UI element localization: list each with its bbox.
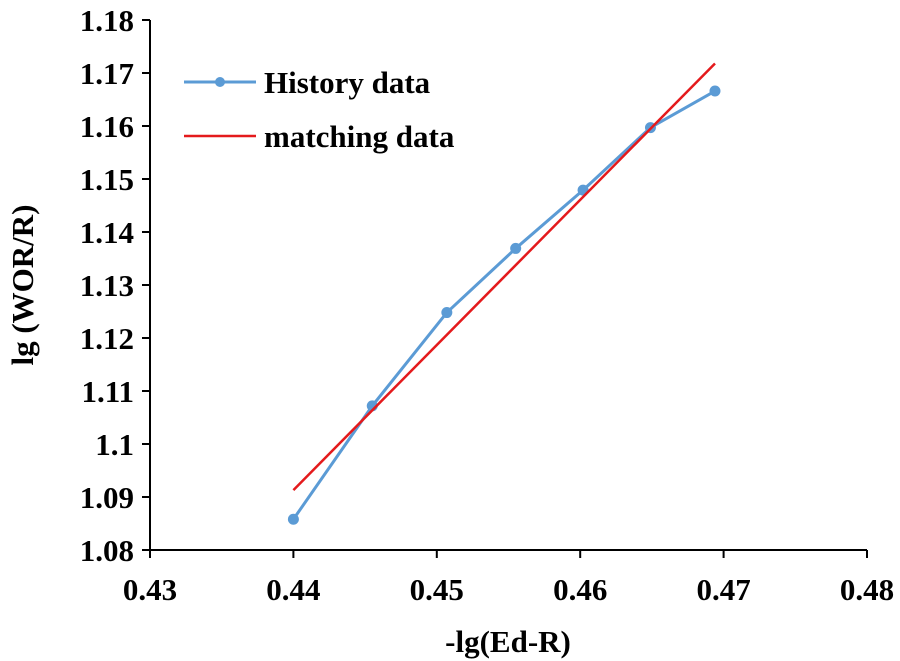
x-tick-label: 0.45 [410,572,464,607]
legend-history-label: History data [264,65,431,100]
x-axis-title: -lg(Ed-R) [445,624,571,659]
legend: History data matching data [184,65,455,154]
y-tick-label: 1.14 [80,215,134,250]
y-axis-title: lg (WOR/R) [5,204,40,365]
y-ticks: 1.08 1.09 1.1 1.11 1.12 1.13 1.14 1.15 1.16 1.17 1… [80,3,150,568]
history-data-point [441,307,453,319]
y-tick-label: 1.15 [80,162,134,197]
axes [149,20,867,551]
legend-history-marker [215,77,225,87]
x-tick-label: 0.47 [696,572,750,607]
history-data-point [709,85,721,97]
y-tick-label: 1.09 [80,480,134,515]
y-tick-label: 1.16 [80,109,134,144]
history-data-point [287,513,299,525]
series-layer [287,62,721,525]
x-tick-label: 0.43 [123,572,177,607]
y-tick-label: 1.13 [80,268,134,303]
y-tick-label: 1.17 [80,56,134,91]
y-tick-label: 1.08 [80,533,134,568]
history-data-line [292,89,716,521]
history-data-point [510,242,522,254]
y-tick-label: 1.12 [80,321,134,356]
matching-data-line [292,62,716,491]
x-tick-label: 0.48 [840,572,894,607]
y-tick-label: 1.1 [95,427,134,462]
y-tick-label: 1.11 [81,374,134,409]
legend-matching-label: matching data [264,119,455,154]
x-tick-label: 0.44 [266,572,320,607]
y-tick-label: 1.18 [80,3,134,38]
x-tick-label: 0.46 [553,572,607,607]
x-ticks: 0.43 0.44 0.45 0.46 0.47 0.48 [123,550,894,607]
